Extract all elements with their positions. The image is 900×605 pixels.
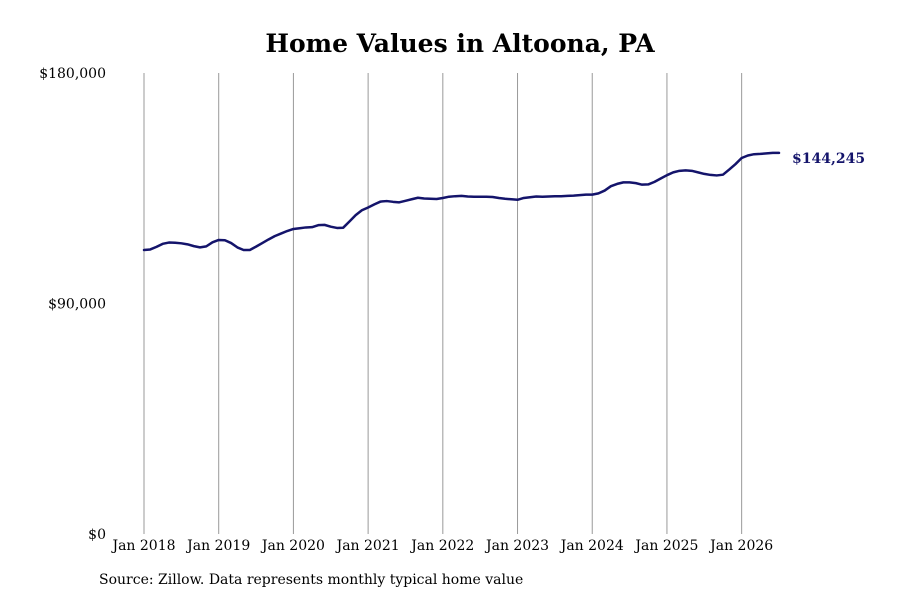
x-tick-label: Jan 2025 xyxy=(633,538,698,554)
x-tick-label: Jan 2024 xyxy=(559,538,624,554)
x-tick-label: Jan 2018 xyxy=(110,538,175,554)
end-value-label: $144,245 xyxy=(792,151,865,167)
x-tick-label: Jan 2019 xyxy=(185,538,250,554)
y-axis-ticks: $180,000 $90,000 $0 xyxy=(39,66,106,543)
series-layer xyxy=(142,151,781,252)
x-gridlines xyxy=(143,73,743,534)
x-tick-label: Jan 2023 xyxy=(484,538,549,554)
x-tick-label: Jan 2020 xyxy=(260,538,325,554)
y-tick-label: $90,000 xyxy=(48,297,106,313)
x-tick-label: Jan 2021 xyxy=(335,538,400,554)
x-axis-ticks: Jan 2018 Jan 2019 Jan 2020 Jan 2021 Jan 2022… xyxy=(110,538,773,554)
chart-title: Home Values in Altoona, PA xyxy=(265,29,655,58)
source-note: Source: Zillow. Data represents monthly … xyxy=(99,572,524,588)
series-line xyxy=(142,151,781,252)
x-tick-label: Jan 2026 xyxy=(708,538,773,554)
x-tick-label: Jan 2022 xyxy=(409,538,474,554)
y-tick-label: $180,000 xyxy=(39,66,106,82)
y-tick-label: $0 xyxy=(88,527,106,543)
